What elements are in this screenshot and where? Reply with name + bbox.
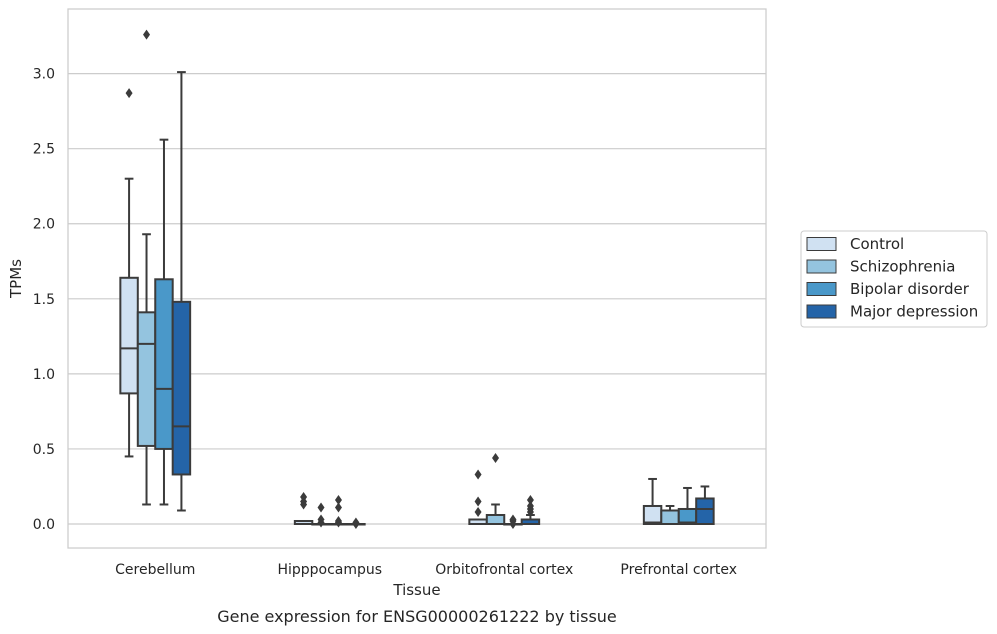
x-axis-label: Tissue — [392, 581, 440, 599]
x-tick-label: Hipppocampus — [277, 562, 382, 578]
legend-label: Control — [850, 235, 904, 253]
y-tick-label: 1.5 — [33, 292, 55, 308]
legend-swatch — [806, 282, 837, 296]
box-2-0 — [468, 469, 488, 525]
box-iqr — [136, 311, 157, 447]
plot-frame — [67, 8, 767, 549]
box-iqr — [660, 509, 680, 526]
box-iqr — [171, 300, 192, 476]
box-1-1 — [311, 502, 331, 528]
box-2-2 — [503, 514, 523, 529]
box-iqr — [154, 278, 174, 450]
box-0-3 — [171, 71, 192, 512]
y-tick-label: 0.0 — [33, 517, 55, 533]
legend-label: Bipolar disorder — [850, 280, 970, 298]
box-1-0 — [293, 491, 314, 525]
box-0-1 — [136, 29, 157, 506]
legend-label: Major depression — [850, 303, 978, 321]
legend-frame — [800, 230, 988, 328]
box-3-2 — [677, 486, 698, 525]
y-axis-label: TPMs — [7, 259, 25, 299]
legend: Control Schizophrenia Bipolar disorder Majo… — [800, 230, 988, 328]
box-0-2 — [154, 138, 174, 506]
y-tick-label: 0.5 — [33, 442, 55, 458]
x-tick-label: Cerebellum — [115, 562, 195, 578]
outlier-point — [300, 491, 308, 502]
box-0-0 — [119, 88, 139, 458]
box-plot-area — [119, 29, 715, 529]
x-axis-ticks: Cerebellum Hipppocampus Orbitofrontal cort… — [115, 562, 737, 578]
box-iqr — [642, 504, 663, 526]
box-1-2 — [328, 494, 349, 528]
box-1-3 — [346, 517, 366, 529]
outlier-point — [125, 88, 133, 99]
box-2-1 — [485, 452, 506, 525]
legend-swatch — [806, 259, 837, 274]
chart-caption: Gene expression for ENSG00000261222 by t… — [217, 607, 617, 626]
outlier-point — [526, 500, 534, 511]
outlier-point — [317, 514, 325, 525]
outlier-point — [474, 469, 482, 480]
legend-swatch — [806, 304, 837, 319]
outlier-point — [474, 506, 482, 517]
y-tick-label: 1.0 — [33, 367, 55, 383]
outlier-point — [334, 494, 342, 505]
box-iqr — [695, 497, 715, 526]
legend-label: Schizophrenia — [850, 258, 955, 276]
box-iqr — [485, 513, 506, 525]
y-tick-label: 3.0 — [33, 67, 55, 83]
box-iqr — [119, 276, 139, 395]
box-3-3 — [695, 485, 715, 526]
x-tick-label: Prefrontal cortex — [620, 562, 737, 578]
x-tick-label: Orbitofrontal cortex — [435, 562, 573, 578]
box-3-1 — [660, 504, 680, 526]
box-3-0 — [642, 477, 663, 526]
box-2-3 — [520, 494, 541, 525]
outlier-point — [352, 517, 360, 528]
outlier-point — [526, 494, 534, 505]
outlier-point — [509, 514, 517, 525]
y-tick-label: 2.5 — [33, 142, 55, 158]
outlier-point — [474, 496, 482, 507]
y-tick-label: 2.0 — [33, 217, 55, 233]
outlier-point — [317, 502, 325, 513]
outlier-point — [334, 515, 342, 526]
outlier-point — [143, 29, 151, 40]
y-axis-ticks: 0.0 0.5 1.0 1.5 2.0 2.5 3.0 — [33, 67, 55, 533]
outlier-point — [492, 452, 500, 463]
legend-swatch — [806, 237, 837, 251]
outlier-point — [334, 502, 342, 513]
